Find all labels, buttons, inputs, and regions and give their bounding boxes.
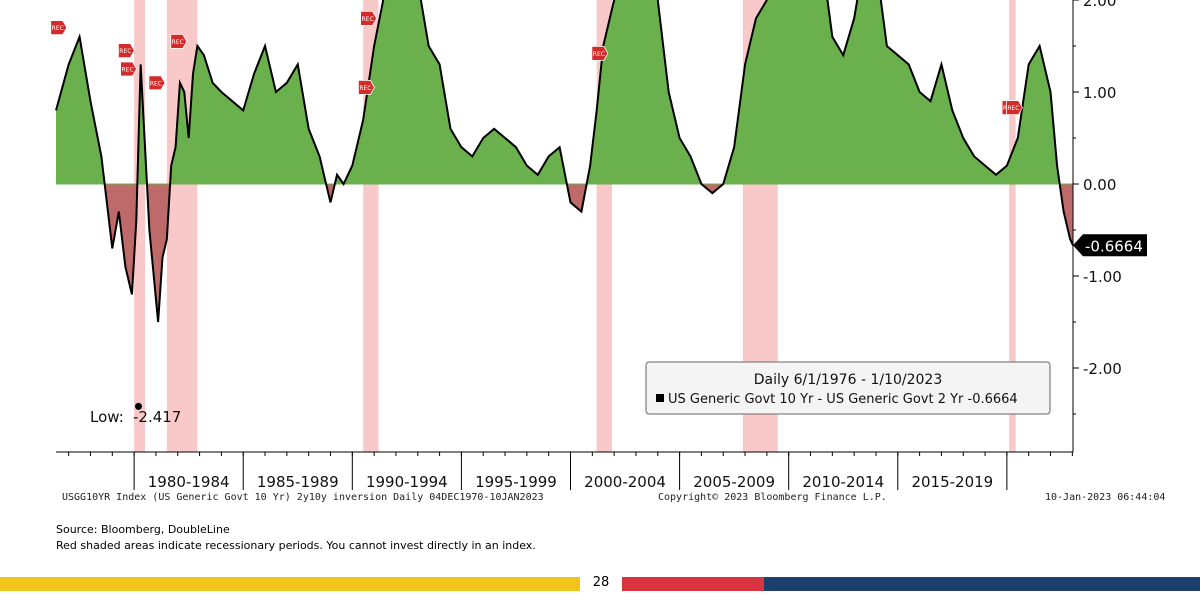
bar-yellow	[0, 577, 580, 591]
disclaimer-note: Red shaded areas indicate recessionary p…	[56, 539, 536, 552]
rec-marker: REC	[149, 76, 165, 90]
rec-marker-label: REC	[593, 51, 605, 58]
chart-axes: 2.00 1.00 0.00 -1.00 -2.00 1980-1984 1985-1989…	[56, 0, 1122, 491]
rec-marker-label: REC	[359, 85, 371, 92]
x-period-label: 1985-1989	[257, 473, 339, 491]
x-period-label: 1990-1994	[366, 473, 448, 491]
rec-marker: REC	[592, 46, 608, 60]
x-period-label: 2005-2009	[693, 473, 775, 491]
bar-red	[622, 577, 764, 591]
source-note: Source: Bloomberg, DoubleLine	[56, 523, 230, 536]
rec-marker-label: REC	[1007, 105, 1019, 112]
rec-marker-label: REC	[362, 16, 374, 23]
rec-marker: REC	[121, 62, 137, 76]
legend-swatch	[656, 394, 664, 402]
bar-navy	[764, 577, 1200, 591]
y-tick-label: -2.00	[1083, 360, 1122, 378]
copyright: Copyright© 2023 Bloomberg Finance L.P.	[658, 492, 887, 503]
y-tick-label: 1.00	[1083, 84, 1116, 102]
legend-entry: US Generic Govt 10 Yr - US Generic Govt …	[668, 392, 1018, 407]
positive-area	[56, 0, 1073, 322]
rec-marker-label: REC	[150, 80, 162, 87]
rec-marker: REC	[361, 11, 377, 25]
index-line: USGG10YR Index (US Generic Govt 10 Yr) 2…	[62, 492, 544, 503]
recession-band	[167, 0, 198, 452]
legend: Daily 6/1/1976 - 1/10/2023 US Generic Go…	[646, 362, 1050, 414]
x-period-label: 1980-1984	[148, 473, 230, 491]
y-tick-label: 0.00	[1083, 176, 1116, 194]
x-period-label: 1995-1999	[475, 473, 557, 491]
rec-marker: REC	[1006, 101, 1022, 115]
rec-marker: REC	[358, 80, 374, 94]
rec-marker: REC	[118, 44, 134, 58]
low-label: Low:	[90, 408, 124, 426]
x-period-label: 2000-2004	[584, 473, 666, 491]
last-value-label: -0.6664	[1085, 237, 1143, 255]
low-value: -2.417	[133, 408, 181, 426]
x-period-label: 2010-2014	[802, 473, 884, 491]
y-tick-label: -1.00	[1083, 268, 1122, 286]
rec-marker-label: REC	[119, 48, 131, 55]
spread-area	[56, 0, 1073, 322]
legend-title: Daily 6/1/1976 - 1/10/2023	[754, 372, 943, 388]
rec-marker: REC	[51, 21, 67, 35]
y-tick-label: 2.00	[1083, 0, 1116, 10]
rec-marker: REC	[171, 34, 187, 48]
timestamp: 10-Jan-2023 06:44:04	[1045, 492, 1165, 503]
rec-marker-label: REC	[52, 25, 64, 32]
rec-marker-label: REC	[172, 39, 184, 46]
rec-marker-label: REC	[121, 67, 133, 74]
page-number: 28	[580, 575, 622, 590]
x-period-label: 2015-2019	[911, 473, 993, 491]
